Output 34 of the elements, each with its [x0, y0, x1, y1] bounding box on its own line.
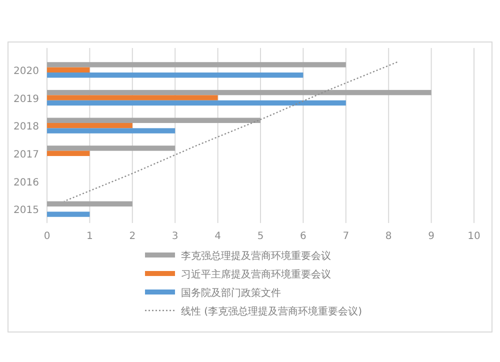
- bar: [47, 150, 90, 156]
- x-tick-label: 0: [44, 231, 50, 242]
- x-tick-label: 4: [214, 231, 221, 242]
- legend-label: 习近平主席提及营商环境重要会议: [181, 268, 331, 280]
- y-tick-label: 2015: [14, 205, 39, 216]
- bar: [47, 67, 90, 73]
- y-tick-label: 2017: [14, 149, 39, 160]
- x-tick-label: 5: [257, 231, 264, 242]
- bar: [47, 201, 132, 206]
- bar: [47, 72, 304, 78]
- x-tick-label: 9: [428, 231, 434, 242]
- bar: [47, 95, 218, 100]
- legend-label: 线性 (李克强总理提及营商环境重要会议): [181, 306, 362, 318]
- legend-label: 国务院及部门政策文件: [181, 287, 281, 299]
- x-tick-label: 8: [385, 231, 392, 242]
- bar: [47, 128, 176, 134]
- y-tick-label: 2020: [14, 66, 39, 77]
- bar: [47, 122, 132, 128]
- x-tick-label: 2: [129, 231, 136, 242]
- bar: [47, 146, 176, 151]
- bar: [47, 62, 346, 68]
- x-tick-label: 6: [300, 231, 306, 242]
- bar: [47, 212, 90, 217]
- y-tick-label: 2018: [14, 122, 39, 133]
- y-tick-label: 2016: [14, 177, 39, 188]
- y-tick-label: 2019: [14, 94, 39, 105]
- bar: [47, 118, 260, 123]
- x-tick-label: 10: [468, 231, 480, 242]
- x-tick-label: 3: [172, 231, 178, 242]
- legend-label: 李克强总理提及营商环境重要会议: [181, 250, 331, 262]
- x-tick-label: 1: [86, 231, 93, 242]
- bar: [47, 90, 432, 96]
- bar: [47, 100, 346, 106]
- x-tick-label: 7: [342, 231, 350, 242]
